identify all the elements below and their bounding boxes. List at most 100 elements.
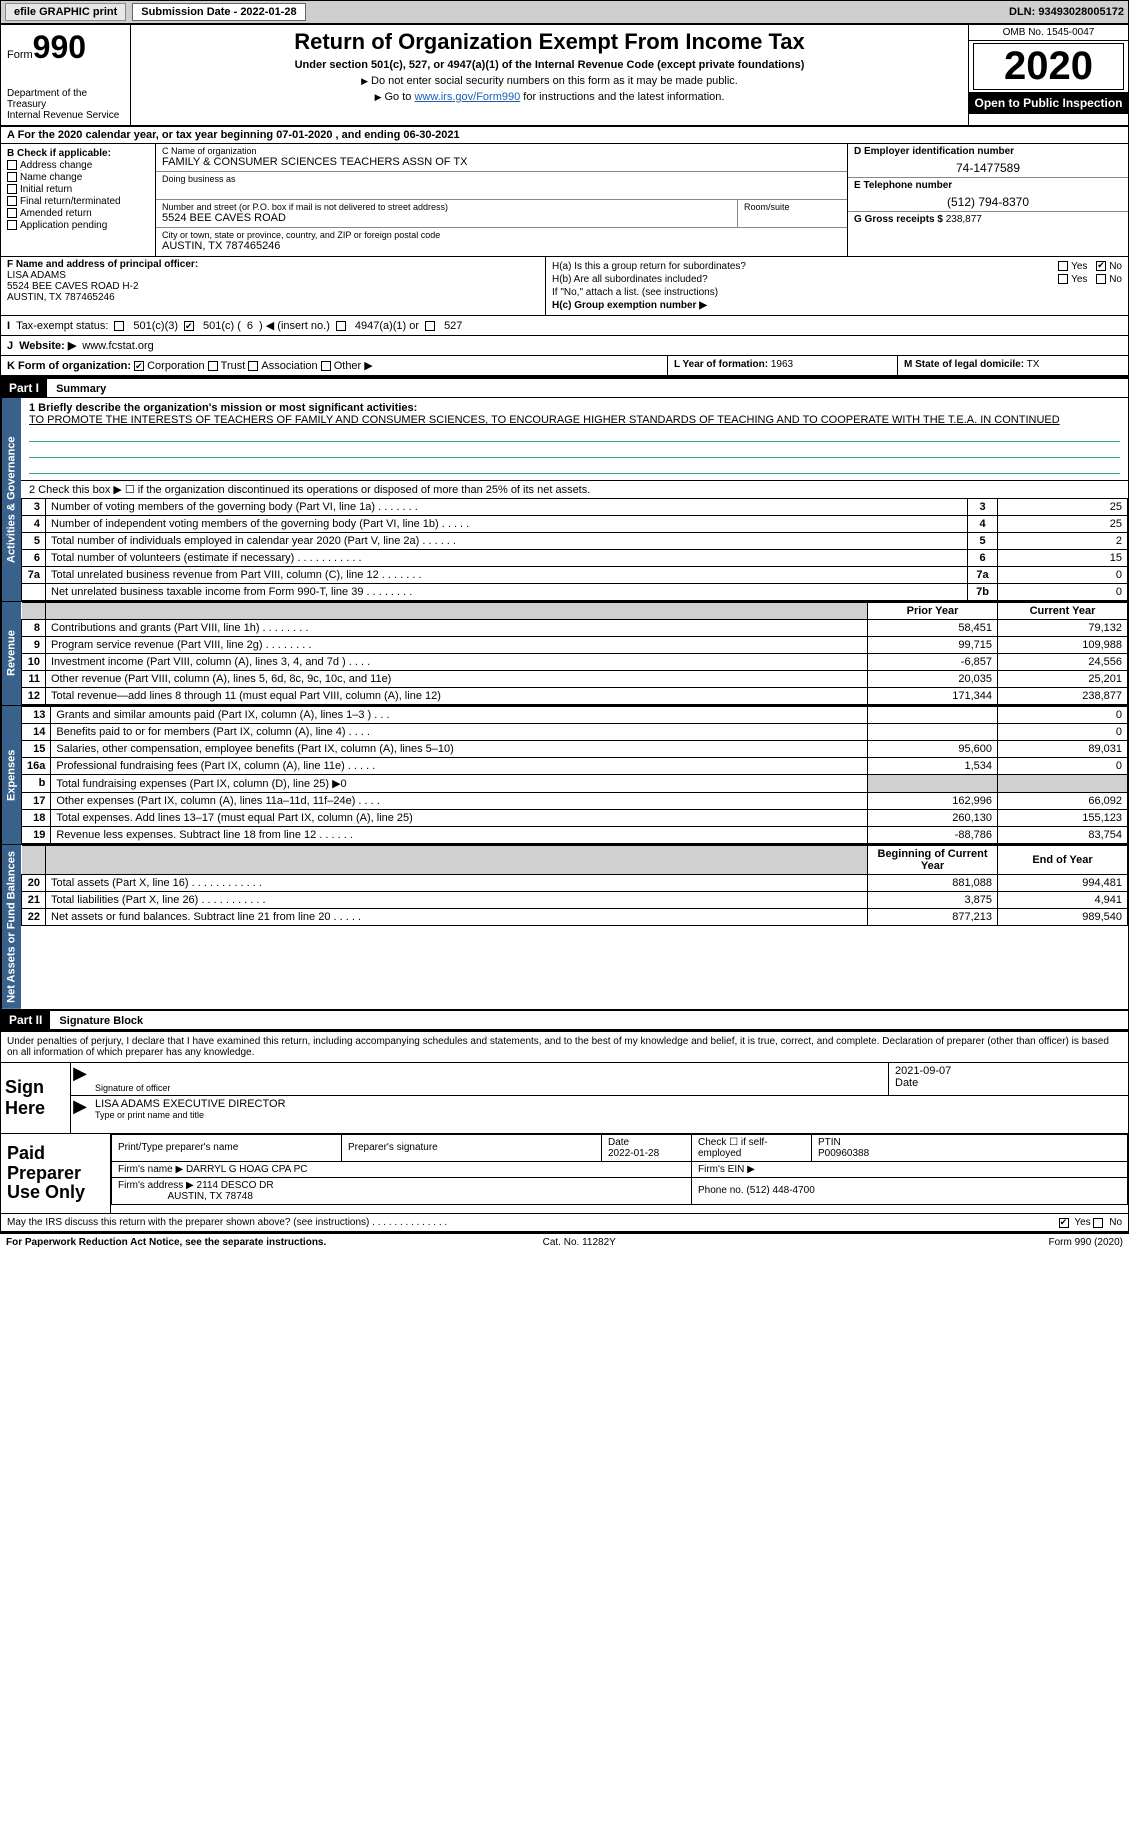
prior-value: 877,213 — [868, 909, 998, 926]
prep-name-label: Print/Type preparer's name — [112, 1134, 342, 1161]
chk-corporation[interactable] — [134, 361, 144, 371]
website-value: www.fcstat.org — [82, 340, 154, 352]
m-value: TX — [1027, 359, 1040, 370]
current-value: 24,556 — [998, 654, 1128, 671]
prep-self-employed[interactable]: Check ☐ if self-employed — [692, 1134, 812, 1161]
officer-name: LISA ADAMS — [7, 270, 539, 281]
dba-label: Doing business as — [162, 174, 841, 184]
table-row: 20Total assets (Part X, line 16) . . . .… — [22, 875, 1128, 892]
form-header: Form990 Department of the Treasury Inter… — [1, 25, 1128, 127]
line-box: 6 — [968, 550, 998, 567]
line-num: 15 — [22, 741, 51, 758]
efile-print-button[interactable]: efile GRAPHIC print — [5, 3, 126, 21]
line-value: 25 — [998, 516, 1128, 533]
part1-header: Part I Summary — [1, 377, 1128, 398]
chk-trust[interactable] — [208, 361, 218, 371]
line-value: 0 — [998, 567, 1128, 584]
chk-initial-return[interactable]: Initial return — [7, 184, 149, 195]
table-row: 7aTotal unrelated business revenue from … — [22, 567, 1128, 584]
col-prior: Beginning of Current Year — [868, 846, 998, 875]
current-value: 155,123 — [998, 810, 1128, 827]
line-label: Total fundraising expenses (Part IX, col… — [51, 775, 868, 793]
hc-label: H(c) Group exemption number ▶ — [552, 300, 1122, 311]
perjury-statement: Under penalties of perjury, I declare th… — [1, 1030, 1128, 1062]
chk-other[interactable] — [321, 361, 331, 371]
section-governance: Activities & Governance 1 Briefly descri… — [1, 398, 1128, 601]
line-value: 2 — [998, 533, 1128, 550]
form-word: Form — [7, 49, 33, 61]
prior-value — [868, 707, 998, 724]
line-value: 15 — [998, 550, 1128, 567]
blank-line — [29, 460, 1120, 474]
table-row: 16aProfessional fundraising fees (Part I… — [22, 758, 1128, 775]
sig-date-label: Date — [895, 1077, 1122, 1089]
chk-amended-return[interactable]: Amended return — [7, 208, 149, 219]
line-num: 3 — [22, 499, 46, 516]
col-c-org-info: C Name of organization FAMILY & CONSUMER… — [156, 144, 848, 256]
chk-association[interactable] — [248, 361, 258, 371]
current-value: 238,877 — [998, 688, 1128, 705]
line-label: Other revenue (Part VIII, column (A), li… — [46, 671, 868, 688]
prior-value: 95,600 — [868, 741, 998, 758]
line-num: 16a — [22, 758, 51, 775]
chk-name-change[interactable]: Name change — [7, 172, 149, 183]
chk-501c[interactable] — [184, 321, 194, 331]
chk-501c3[interactable] — [114, 321, 124, 331]
hb-note: If "No," attach a list. (see instruction… — [552, 287, 1122, 298]
line-num: 22 — [22, 909, 46, 926]
section-revenue: Revenue Prior YearCurrent Year8Contribut… — [1, 601, 1128, 705]
col-current: Current Year — [998, 603, 1128, 620]
hb-no[interactable] — [1096, 274, 1106, 284]
spacer — [46, 603, 868, 620]
governance-table: 3Number of voting members of the governi… — [21, 498, 1128, 601]
opt-trust: Trust — [221, 360, 246, 372]
current-value: 0 — [998, 758, 1128, 775]
m-state-domicile: M State of legal domicile: TX — [898, 356, 1128, 375]
line-box: 5 — [968, 533, 998, 550]
current-value: 83,754 — [998, 827, 1128, 844]
line-box: 7b — [968, 584, 998, 601]
line-label: Salaries, other compensation, employee b… — [51, 741, 868, 758]
k-label: K Form of organization: — [7, 360, 131, 372]
discuss-yes[interactable] — [1059, 1218, 1069, 1228]
sign-arrow-icon: ▶ — [71, 1096, 89, 1122]
chk-application-pending[interactable]: Application pending — [7, 220, 149, 231]
line-label: Grants and similar amounts paid (Part IX… — [51, 707, 868, 724]
f-label: F Name and address of principal officer: — [7, 259, 539, 270]
hb-yes[interactable] — [1058, 274, 1068, 284]
sign-here-block: Sign Here ▶ Signature of officer 2021-09… — [1, 1062, 1128, 1133]
chk-address-change[interactable]: Address change — [7, 160, 149, 171]
table-row: 21Total liabilities (Part X, line 26) . … — [22, 892, 1128, 909]
line-num: 14 — [22, 724, 51, 741]
section-fh: F Name and address of principal officer:… — [1, 257, 1128, 316]
chk-final-return[interactable]: Final return/terminated — [7, 196, 149, 207]
ha-yes[interactable] — [1058, 261, 1068, 271]
row-a-tax-year: A For the 2020 calendar year, or tax yea… — [1, 127, 1128, 144]
c-name-label: C Name of organization — [162, 146, 841, 156]
part1-badge: Part I — [1, 379, 47, 397]
l-label: L Year of formation: — [674, 359, 768, 370]
prior-value: 881,088 — [868, 875, 998, 892]
firm-addr-label: Firm's address ▶ — [118, 1180, 194, 1191]
current-value: 79,132 — [998, 620, 1128, 637]
current-value: 994,481 — [998, 875, 1128, 892]
current-value: 66,092 — [998, 793, 1128, 810]
section-net-assets: Net Assets or Fund Balances Beginning of… — [1, 844, 1128, 1009]
line-box: 7a — [968, 567, 998, 584]
firm-addr2: AUSTIN, TX 78748 — [167, 1191, 252, 1202]
officer-addr2: AUSTIN, TX 787465246 — [7, 292, 539, 303]
line-label: Total unrelated business revenue from Pa… — [46, 567, 968, 584]
ptin-label: PTIN — [818, 1137, 841, 1148]
chk-4947[interactable] — [336, 321, 346, 331]
paid-preparer-label: Paid Preparer Use Only — [1, 1134, 111, 1213]
line-label: Program service revenue (Part VIII, line… — [46, 637, 868, 654]
gross-value: 238,877 — [946, 214, 982, 225]
chk-527[interactable] — [425, 321, 435, 331]
paid-preparer-block: Paid Preparer Use Only Print/Type prepar… — [1, 1133, 1128, 1213]
irs-link[interactable]: www.irs.gov/Form990 — [414, 91, 520, 103]
discuss-no[interactable] — [1093, 1218, 1103, 1228]
ha-no[interactable] — [1096, 261, 1106, 271]
mission-block: 1 Briefly describe the organization's mi… — [21, 398, 1128, 481]
firm-addr1: 2114 DESCO DR — [197, 1180, 274, 1191]
current-value: 4,941 — [998, 892, 1128, 909]
